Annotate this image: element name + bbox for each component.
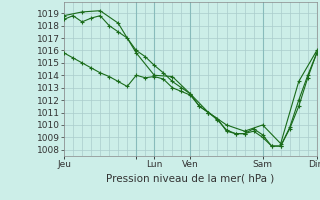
X-axis label: Pression niveau de la mer( hPa ): Pression niveau de la mer( hPa ) [106, 173, 275, 183]
